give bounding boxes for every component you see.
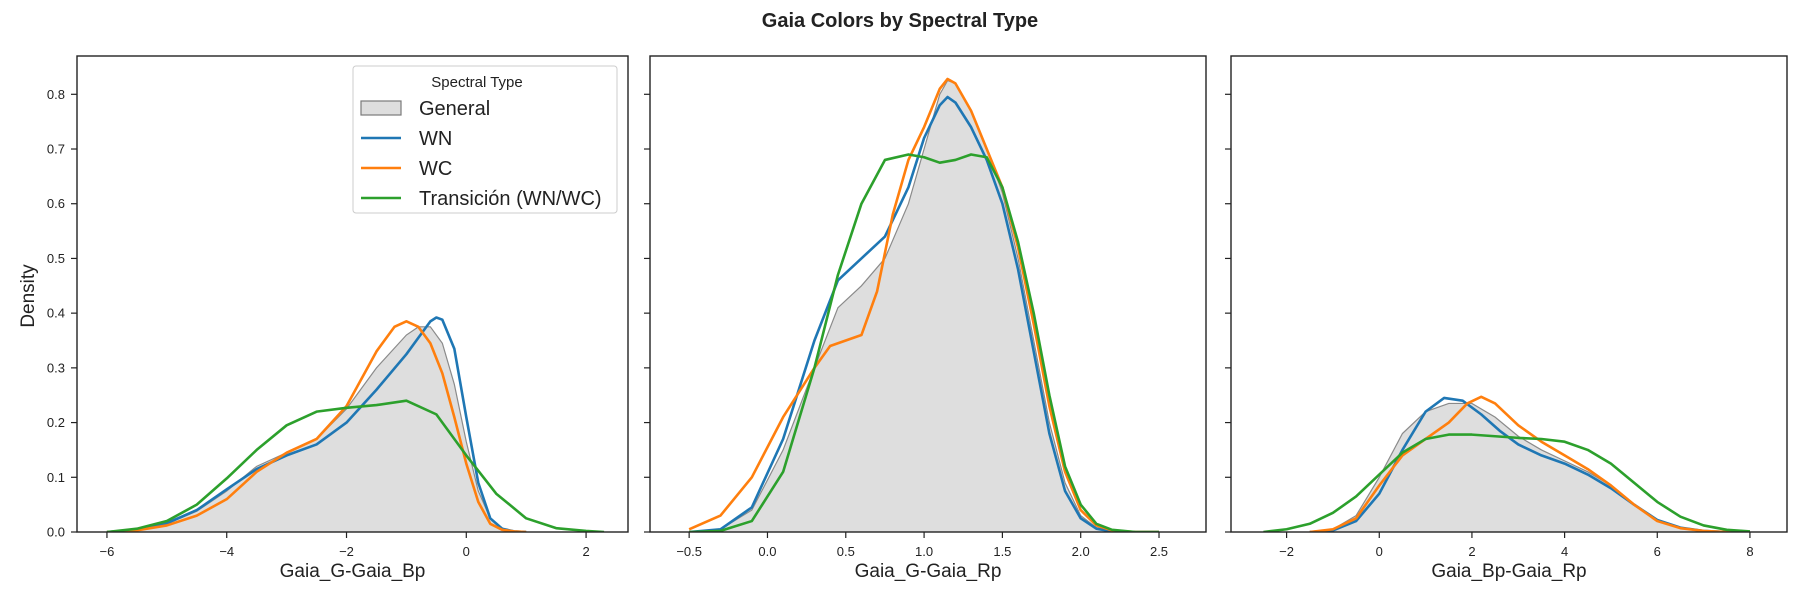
x-axis-label: Gaia_Bp-Gaia_Rp <box>1431 561 1586 582</box>
x-tick-label: −2 <box>1279 544 1294 559</box>
legend-title: Spectral Type <box>431 74 522 91</box>
panel-2: −0.5 0.0 0.5 1.0 1.5 2.0 2.5 Gaia_G-Gaia_Rp <box>644 55 1207 582</box>
series-line-transici-n-wn-wc <box>1263 433 1751 532</box>
series-line-wc <box>106 320 527 532</box>
x-tick-label: 8 <box>1746 544 1753 559</box>
general-area <box>689 80 1160 532</box>
x-tick-label: −0.5 <box>676 544 702 559</box>
x-axis-label: Gaia_G-Gaia_Rp <box>855 561 1002 582</box>
series-line-wn <box>689 95 1160 532</box>
x-tick-label: 6 <box>1654 544 1661 559</box>
legend: Spectral Type General WN WC Transición (WN/W… <box>352 65 618 214</box>
x-tick-label: 0.0 <box>758 544 776 559</box>
plot-area <box>1263 395 1751 532</box>
x-tick-label: 0 <box>463 544 470 559</box>
x-tick-label: −4 <box>219 544 234 559</box>
x-tick-label: −6 <box>100 544 115 559</box>
y-tick-label: 0.2 <box>47 415 65 430</box>
x-tick-label: 2 <box>582 544 589 559</box>
panel-3: −2 0 2 4 6 8 Gaia_Bp-Gaia_Rp <box>1225 55 1788 582</box>
legend-label: Transición (WN/WC) <box>419 188 602 210</box>
axes-frame <box>76 55 629 533</box>
series-line-wc <box>688 77 1160 532</box>
legend-label: WC <box>419 158 452 180</box>
y-tick-label: 0.4 <box>47 306 65 321</box>
series-line-wc <box>1309 395 1750 532</box>
general-area <box>106 326 527 532</box>
x-tick-label: 0 <box>1376 544 1383 559</box>
x-tick-label: 0.5 <box>837 544 855 559</box>
legend-label: General <box>419 98 490 120</box>
y-tick-label: 0.3 <box>47 360 65 375</box>
x-tick-label: 2.0 <box>1072 544 1090 559</box>
x-tick-label: 2 <box>1468 544 1475 559</box>
y-axis-label: Density <box>18 264 39 328</box>
x-tick-label: 1.5 <box>993 544 1011 559</box>
legend-item-wn: WN <box>361 128 452 150</box>
x-tick-label: 4 <box>1561 544 1568 559</box>
legend-item-transici-n-wn-wc: Transición (WN/WC) <box>361 188 602 210</box>
x-tick-label: 1.0 <box>915 544 933 559</box>
figure-title: Gaia Colors by Spectral Type <box>762 10 1038 32</box>
x-axis-label: Gaia_G-Gaia_Bp <box>280 561 426 582</box>
x-tick-label: 2.5 <box>1150 544 1168 559</box>
legend-label: WN <box>419 128 452 150</box>
legend-box <box>352 65 618 214</box>
plot-area <box>688 77 1160 532</box>
series-line-wn <box>106 316 527 532</box>
y-tick-label: 0.7 <box>47 142 65 157</box>
legend-swatch <box>360 100 402 116</box>
series-line-transici-n-wn-wc <box>689 153 1160 532</box>
series-line-transici-n-wn-wc <box>106 399 605 532</box>
y-tick-label: 0.8 <box>47 87 65 102</box>
panel-1: −6 −4 −2 0 2 0.0 0.1 0.2 0.3 0.4 0.5 0.6 0.7 0.8 Gaia_… <box>47 55 629 582</box>
y-tick-label: 0.1 <box>47 470 65 485</box>
axes-frame <box>1230 55 1788 533</box>
plot-area <box>106 316 605 532</box>
legend-item-general: General <box>360 98 490 120</box>
y-tick-label: 0.5 <box>47 251 65 266</box>
y-tick-label: 0.6 <box>47 196 65 211</box>
general-area <box>1309 403 1750 532</box>
panels: −6 −4 −2 0 2 0.0 0.1 0.2 0.3 0.4 0.5 0.6 0.7 0.8 Gaia_… <box>47 55 1788 582</box>
x-tick-label: −2 <box>339 544 354 559</box>
legend-item-wc: WC <box>361 158 452 180</box>
y-tick-label: 0.0 <box>47 525 65 540</box>
axes-frame <box>649 55 1207 533</box>
